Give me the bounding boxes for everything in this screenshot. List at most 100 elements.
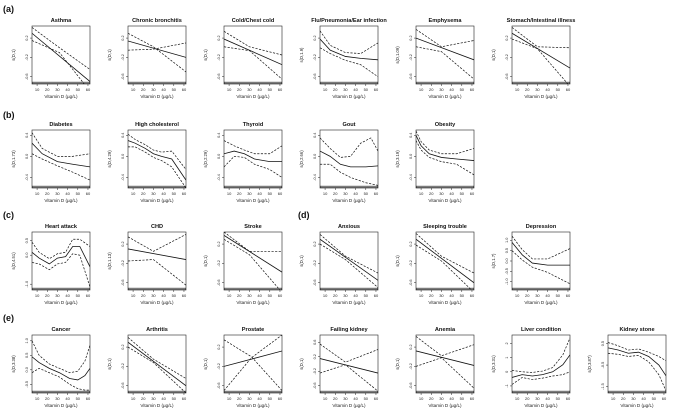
lower-ci-line — [32, 367, 90, 391]
curves — [320, 30, 378, 78]
x-axis-label: Vitamin D (µg/L) — [524, 403, 558, 408]
curves — [608, 342, 666, 391]
panel-title: Liver condition — [521, 327, 562, 333]
curves — [224, 232, 282, 290]
x-tick-label: 10 — [227, 191, 232, 196]
upper-ci-line — [416, 233, 474, 274]
plot-frame — [415, 129, 475, 189]
y-tick-label: -0.6 — [121, 279, 125, 286]
x-axis-label: Vitamin D (µg/L) — [524, 94, 558, 99]
rug-marks — [224, 81, 282, 84]
plot-frame — [319, 334, 379, 394]
x-tick-label: 30 — [247, 396, 252, 401]
y-tick-label: 1.0 — [505, 238, 509, 243]
y-axis-label: s(D,1.7) — [491, 253, 496, 268]
x-tick-label: 30 — [535, 87, 540, 92]
x-tick-label: 10 — [131, 396, 136, 401]
fit-line — [416, 350, 474, 366]
panel-diabetes: Diabetes s(D,1.73) -0.4 0.0 0.4 10 20 30 40 50 60 V… — [11, 122, 91, 203]
x-tick-label: 20 — [45, 293, 50, 298]
x-tick-label: 60 — [86, 396, 91, 401]
y-axis-label: s(D,1) — [491, 49, 496, 61]
curves — [320, 137, 378, 186]
fit-line — [32, 142, 90, 168]
lower-ci-line — [128, 146, 186, 188]
x-axis-label: Vitamin D (µg/L) — [620, 403, 654, 408]
upper-ci-line — [224, 339, 282, 391]
x-tick-label: 60 — [374, 293, 379, 298]
panel-title: Flu/Pneumonia/Ear infection — [311, 18, 387, 24]
panel-title: Thyroid — [243, 122, 264, 128]
panel-sleeping-trouble: Sleeping trouble s(D,1) -0.6 -0.2 0.2 10 20 30 4… — [395, 224, 475, 305]
x-tick-label: 20 — [429, 293, 434, 298]
y-tick-label: -0.5 — [25, 381, 29, 388]
y-tick-label: -0.4 — [217, 174, 221, 181]
y-tick-label: 0.0 — [217, 154, 221, 159]
x-tick-label: 40 — [65, 191, 70, 196]
x-tick-label: 30 — [535, 396, 540, 401]
rug-marks — [320, 287, 378, 290]
panel-failing-kidney: Failing kidney s(D,1) -0.6 -0.2 0.2 0.6 10 20 30… — [299, 327, 379, 408]
x-tick-label: 10 — [515, 396, 520, 401]
x-tick-label: 50 — [364, 293, 369, 298]
y-axis-label: s(D,3.87) — [587, 355, 592, 373]
panel-title: Prostate — [242, 327, 264, 333]
section-label-a: (a) — [3, 4, 14, 14]
x-tick-label: 60 — [182, 396, 187, 401]
y-axis-label: s(D,1.9) — [299, 47, 304, 62]
lower-ci-line — [224, 238, 281, 290]
y-tick-label: -0.6 — [409, 73, 413, 80]
y-tick-label: -0.2 — [25, 54, 29, 61]
x-tick-label: 50 — [268, 396, 273, 401]
y-tick-label: 1 — [505, 357, 509, 359]
y-axis-label: s(D,4.29) — [107, 150, 112, 168]
fit-line — [224, 150, 282, 163]
upper-ci-line — [320, 137, 378, 158]
x-tick-label: 20 — [525, 396, 530, 401]
x-axis-label: Vitamin D (µg/L) — [332, 94, 366, 99]
upper-ci-line — [416, 29, 474, 48]
y-tick-label: 0.2 — [505, 35, 509, 40]
y-tick-label: 0.2 — [121, 241, 125, 246]
panel-anemia: Anemia s(D,1) -0.6 -0.2 0.2 10 20 30 40 50 60 Vitam… — [395, 327, 475, 408]
rug-marks — [32, 390, 90, 393]
curves — [416, 336, 474, 389]
lower-ci-line — [32, 253, 90, 288]
plot-frame — [127, 25, 187, 85]
x-tick-label: 20 — [141, 293, 146, 298]
y-axis-label: s(D,1) — [107, 49, 112, 61]
x-tick-label: 60 — [278, 293, 283, 298]
plot-frame — [31, 231, 91, 291]
x-tick-label: 40 — [353, 191, 358, 196]
plot-frame — [127, 129, 187, 189]
x-tick-label: 60 — [86, 87, 91, 92]
x-axis-label: Vitamin D (µg/L) — [332, 198, 366, 203]
x-tick-label: 60 — [278, 396, 283, 401]
rug-marks — [32, 185, 90, 188]
x-tick-label: 40 — [545, 87, 550, 92]
y-tick-label: 0.2 — [313, 354, 317, 359]
y-tick-label: 0.0 — [121, 154, 125, 159]
panel-title: Cold/Chest cold — [232, 18, 275, 24]
y-tick-label: -1.0 — [505, 278, 509, 285]
x-tick-label: 20 — [333, 396, 338, 401]
plot-frame — [223, 25, 283, 85]
y-tick-label: 2 — [505, 342, 509, 344]
fit-line — [224, 235, 282, 273]
y-tick-label: 0.5 — [25, 353, 29, 358]
x-axis-label: Vitamin D (µg/L) — [140, 198, 174, 203]
y-tick-label: 0.2 — [217, 35, 221, 40]
y-tick-label: -0.2 — [217, 260, 221, 267]
x-tick-label: 10 — [227, 396, 232, 401]
x-tick-label: 60 — [470, 87, 475, 92]
y-tick-label: 0.2 — [217, 344, 221, 349]
y-tick-label: -0.6 — [313, 279, 317, 286]
upper-ci-line — [512, 337, 570, 373]
fit-line — [320, 38, 378, 61]
y-tick-label: 0.4 — [313, 133, 317, 138]
panel-arthritis: Arthritis s(D,1) -0.6 -0.2 0.2 10 20 30 40 50 60 Vi… — [107, 327, 187, 408]
plot-frame — [31, 25, 91, 85]
plot-frame — [223, 129, 283, 189]
x-tick-label: 10 — [419, 396, 424, 401]
rug-marks — [32, 81, 90, 84]
